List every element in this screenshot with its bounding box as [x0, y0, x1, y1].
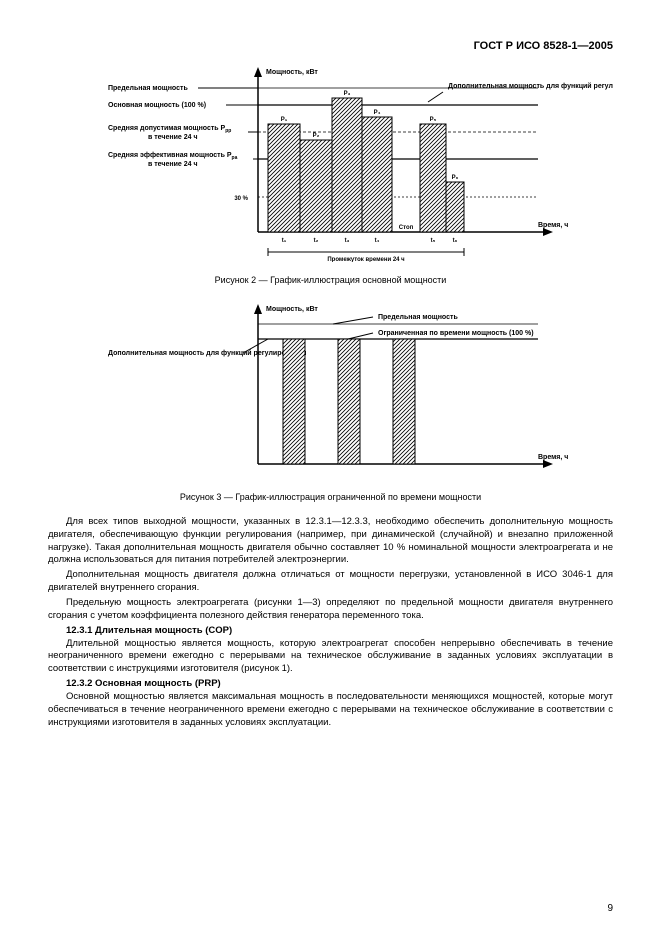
- fig2-30: 30 %: [234, 196, 248, 202]
- para-4: Длительной мощностью является мощность, …: [48, 638, 613, 676]
- fig2-predel: Предельная мощность: [108, 85, 188, 92]
- fig2-sreddop2: в течение 24 ч: [148, 134, 198, 141]
- svg-text:t₄: t₄: [375, 238, 380, 244]
- para-3: Предельную мощность электроагрегата (рис…: [48, 597, 613, 623]
- fig2-24h: Промежуток времени 24 ч: [327, 257, 405, 262]
- svg-text:P₅: P₅: [430, 117, 437, 123]
- fig2-sreddop: Средняя допустимая мощность Ppp: [108, 125, 231, 134]
- figure-2-caption: Рисунок 2 — График-иллюстрация основной …: [48, 275, 613, 285]
- fig3-ylabel: Мощность, кВт: [266, 306, 318, 313]
- svg-text:t₁: t₁: [282, 238, 287, 244]
- fig3-xlabel: Время, ч: [538, 454, 568, 461]
- para-5: Основной мощностью является максимальная…: [48, 691, 613, 729]
- figure-2-chart: Мощность, кВт Время, ч Предельная мощнос…: [48, 62, 613, 262]
- svg-text:P₂: P₂: [313, 133, 320, 139]
- page-number: 9: [607, 903, 613, 914]
- fig3-predel: Предельная мощность: [378, 314, 458, 321]
- svg-text:Стоп: Стоп: [399, 225, 414, 231]
- fig2-dop: Дополнительная мощность для функций регу…: [448, 82, 613, 90]
- heading-1232: 12.3.2 Основная мощность (PRP): [48, 678, 613, 689]
- fig2-sredeff: Средняя эффективная мощность Ppa: [108, 152, 238, 161]
- svg-text:t₆: t₆: [453, 238, 458, 244]
- svg-text:t₂: t₂: [314, 238, 319, 244]
- fig3-ogr: Ограниченная по времени мощность (100 %): [378, 330, 534, 337]
- fig3-dop: Дополнительная мощность для функций регу…: [108, 349, 306, 357]
- svg-text:P₁: P₁: [281, 117, 288, 123]
- document-code: ГОСТ Р ИСО 8528-1—2005: [48, 40, 613, 52]
- fig2-osnovn: Основная мощность (100 %): [108, 102, 206, 109]
- heading-1231: 12.3.1 Длительная мощность (COP): [48, 625, 613, 636]
- para-2: Дополнительная мощность двигателя должна…: [48, 569, 613, 595]
- svg-text:t₃: t₃: [345, 238, 350, 244]
- svg-text:P₆: P₆: [452, 175, 459, 181]
- figure-3-caption: Рисунок 3 — График-иллюстрация ограничен…: [48, 492, 613, 502]
- svg-text:P₄: P₄: [374, 110, 381, 116]
- svg-text:P₃: P₃: [344, 91, 351, 97]
- fig2-ylabel: Мощность, кВт: [266, 69, 318, 76]
- figure-3-chart: Мощность, кВт Время, ч Предельная мощнос…: [48, 299, 613, 479]
- para-1: Для всех типов выходной мощности, указан…: [48, 516, 613, 567]
- svg-text:t₅: t₅: [431, 238, 436, 244]
- fig2-xlabel: Время, ч: [538, 222, 568, 229]
- fig2-sredeff2: в течение 24 ч: [148, 161, 198, 168]
